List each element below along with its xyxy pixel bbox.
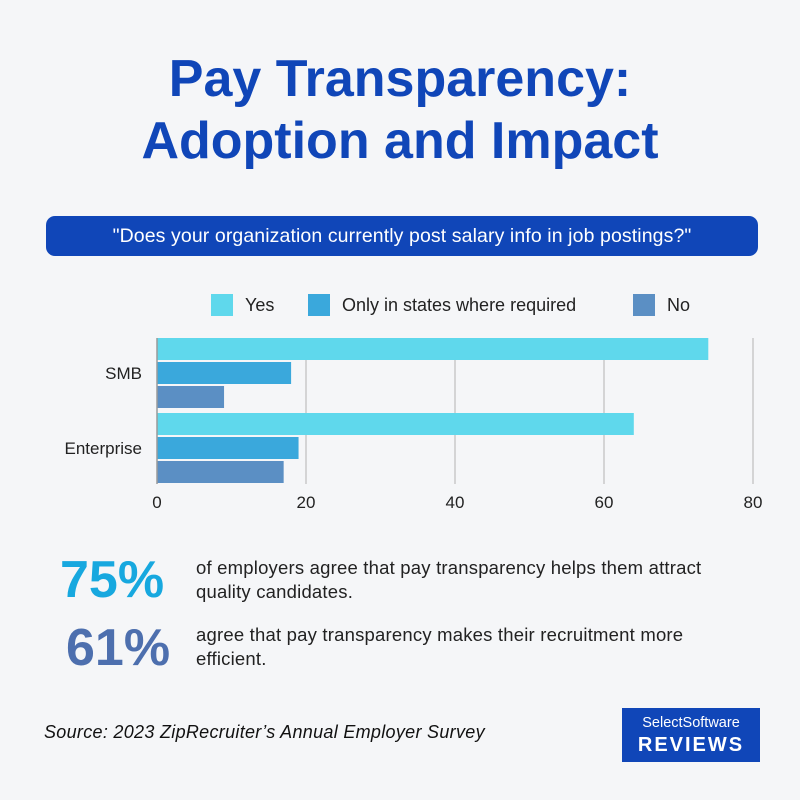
- survey-question: "Does your organization currently post s…: [46, 216, 758, 256]
- x-tick-label-0: 0: [152, 493, 161, 512]
- bar-enterprise-only-required: [157, 437, 299, 459]
- logo-text-bottom: REVIEWS: [637, 734, 745, 756]
- bar-enterprise-no: [157, 461, 284, 483]
- bar-smb-only-required: [157, 362, 292, 384]
- chart-legend: Yes Only in states where required No: [0, 293, 800, 317]
- x-tick-label-80: 80: [744, 493, 763, 512]
- logo-text-top: SelectSoftware: [642, 715, 740, 731]
- x-tick-label-60: 60: [595, 493, 614, 512]
- legend-item-no: No: [633, 293, 690, 317]
- stat-text-1: of employers agree that pay transparency…: [196, 557, 702, 602]
- x-tick-label-20: 20: [297, 493, 316, 512]
- legend-item-only-required: Only in states where required: [308, 293, 576, 317]
- title-line-1: Pay Transparency:: [168, 50, 632, 108]
- brand-logo: SelectSoftware REVIEWS: [622, 708, 760, 762]
- x-tick-label-40: 40: [446, 493, 465, 512]
- bar-smb-no: [157, 386, 225, 408]
- legend-label-no: No: [667, 294, 691, 315]
- legend-label-yes: Yes: [245, 294, 275, 315]
- stat-text-2: agree that pay transparency makes their …: [196, 624, 684, 669]
- source-note: Source: 2023 ZipRecruiter’s Annual Emplo…: [44, 722, 485, 742]
- bar-enterprise-yes: [157, 413, 634, 435]
- stat-value-2: 61%: [66, 619, 171, 677]
- y-category-label-smb: SMB: [105, 364, 142, 383]
- title-line-2: Adoption and Impact: [141, 112, 659, 170]
- stat-value-1: 75%: [60, 551, 165, 609]
- legend-swatch-only-required: [308, 294, 330, 316]
- legend-swatch-no: [633, 294, 655, 316]
- legend-label-only-required: Only in states where required: [342, 294, 577, 315]
- page-title: Pay Transparency: Adoption and Impact: [0, 48, 800, 172]
- legend-item-yes: Yes: [211, 293, 274, 317]
- bar-smb-yes: [157, 338, 709, 360]
- legend-swatch-yes: [211, 294, 233, 316]
- y-category-label-enterprise: Enterprise: [65, 439, 142, 458]
